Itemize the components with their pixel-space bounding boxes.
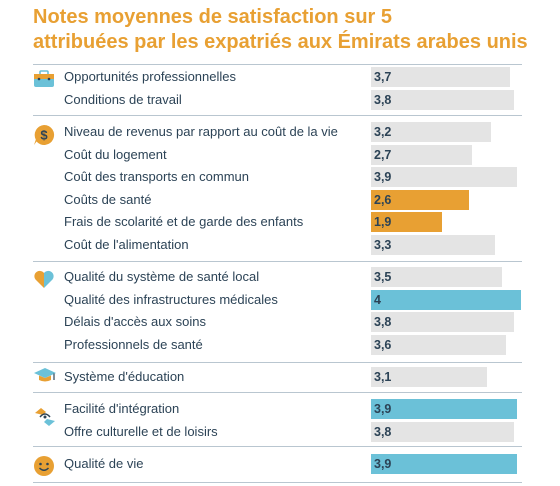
- bar: [371, 312, 514, 332]
- bar-value-label: 3,8: [374, 315, 392, 329]
- chart-row: Facilité d'intégration 3,9: [0, 398, 560, 420]
- chart-row: Coût de l'alimentation 3,3: [0, 234, 560, 256]
- row-label: Coût des transports en commun: [64, 169, 249, 184]
- bar: [371, 144, 472, 165]
- handshake-icon: [33, 405, 57, 434]
- group-divider: [33, 115, 522, 116]
- chart-title-line1: Notes moyennes de satisfaction sur 5: [33, 6, 393, 28]
- group-divider: [33, 482, 522, 483]
- svg-text:$: $: [40, 128, 48, 143]
- group-divider: [33, 446, 522, 447]
- row-label: Opportunités professionnelles: [64, 69, 236, 84]
- bar-value-label: 3,9: [374, 402, 392, 416]
- chart-row: Coût des transports en commun 3,9: [0, 166, 560, 188]
- row-label: Qualité des infrastructures médicales: [64, 291, 278, 307]
- chart-title-line2: attribuées par les expatriés aux Émirats…: [33, 31, 528, 53]
- chart-title: Notes moyennes de satisfaction sur 5 att…: [33, 5, 553, 55]
- chart-row: Qualité des infrastructures médicales 4: [0, 289, 560, 311]
- group-divider: [33, 362, 522, 363]
- bar-value-label: 3,9: [374, 457, 392, 471]
- bar-value-label: 2,7: [374, 147, 392, 162]
- row-label: Professionnels de santé: [64, 336, 203, 352]
- bar-value-label: 2,6: [374, 192, 392, 207]
- bar: [371, 289, 521, 310]
- bar: [371, 122, 491, 142]
- bar: [371, 212, 442, 232]
- bar: [371, 89, 514, 110]
- bar-value-label: 3,6: [374, 337, 392, 352]
- bar: [371, 421, 514, 442]
- chart-row: Conditions de travail 3,8: [0, 89, 560, 111]
- group-divider: [33, 261, 522, 262]
- chart-row: Opportunités professionnelles 3,7: [0, 66, 560, 88]
- bar: [371, 234, 495, 255]
- bar: [371, 334, 506, 355]
- row-label: Coûts de santé: [64, 191, 152, 207]
- bar: [371, 367, 487, 387]
- bar-value-label: 4: [374, 292, 381, 307]
- row-label: Système d'éducation: [64, 369, 185, 384]
- chart-row: Niveau de revenus par rapport au coût de…: [0, 121, 560, 143]
- bar-value-label: 3,5: [374, 270, 392, 284]
- row-label: Qualité de vie: [64, 456, 144, 471]
- smiley-icon: [33, 455, 55, 482]
- bar-value-label: 3,1: [374, 370, 392, 384]
- money-bubble-icon: $: [33, 124, 55, 151]
- chart-row: Système d'éducation 3,1: [0, 366, 560, 388]
- graduation-cap-icon: [33, 366, 57, 391]
- row-label: Qualité du système de santé local: [64, 269, 260, 284]
- bar: [371, 67, 510, 87]
- bar: [371, 399, 517, 419]
- chart-row: Coût du logement 2,7: [0, 144, 560, 166]
- chart-row: Coûts de santé 2,6: [0, 189, 560, 211]
- bar: [371, 189, 469, 210]
- heart-icon: [33, 269, 55, 294]
- row-label: Niveau de revenus par rapport au coût de…: [64, 124, 338, 139]
- row-label: Coût de l'alimentation: [64, 236, 189, 252]
- chart-row: Offre culturelle et de loisirs 3,8: [0, 421, 560, 443]
- row-label: Délais d'accès aux soins: [64, 314, 206, 329]
- bar-value-label: 3,3: [374, 237, 392, 252]
- row-label: Frais de scolarité et de garde des enfan…: [64, 214, 304, 229]
- row-label: Conditions de travail: [64, 91, 182, 107]
- row-label: Facilité d'intégration: [64, 401, 180, 416]
- bar-value-label: 3,7: [374, 70, 392, 84]
- group-divider: [33, 392, 522, 393]
- bar-value-label: 3,2: [374, 125, 392, 139]
- bar: [371, 454, 517, 474]
- chart-row: Qualité du système de santé local 3,5: [0, 266, 560, 288]
- bar: [371, 167, 517, 187]
- bar-value-label: 1,9: [374, 215, 392, 229]
- row-label: Offre culturelle et de loisirs: [64, 423, 218, 439]
- bar: [371, 267, 502, 287]
- chart-row: Qualité de vie 3,9: [0, 453, 560, 475]
- chart-row: Professionnels de santé 3,6: [0, 334, 560, 356]
- group-divider: [33, 64, 522, 65]
- bar-value-label: 3,8: [374, 424, 392, 439]
- row-label: Coût du logement: [64, 146, 167, 162]
- briefcase-icon: [33, 70, 55, 93]
- bar-value-label: 3,8: [374, 92, 392, 107]
- chart-row: Frais de scolarité et de garde des enfan…: [0, 211, 560, 233]
- chart-row: Délais d'accès aux soins 3,8: [0, 311, 560, 333]
- bar-value-label: 3,9: [374, 170, 392, 184]
